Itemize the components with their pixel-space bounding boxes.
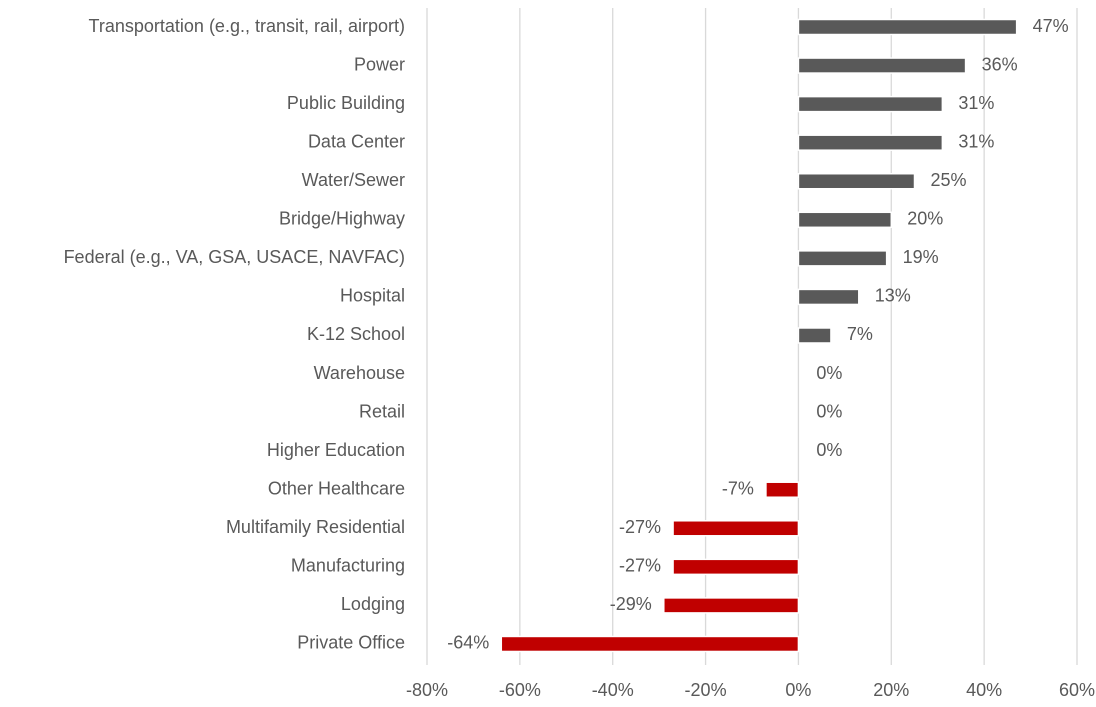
data-label: 13% [875, 286, 911, 306]
y-tick-label: Warehouse [314, 363, 405, 383]
x-tick-label: -80% [406, 680, 448, 700]
y-tick-label: Lodging [341, 594, 405, 614]
bar [797, 211, 893, 229]
bar [500, 635, 800, 653]
data-label: 20% [907, 209, 943, 229]
y-tick-label: Data Center [308, 131, 405, 151]
y-tick-label: Water/Sewer [302, 170, 405, 190]
data-label: 36% [982, 54, 1018, 74]
bar [797, 250, 888, 267]
data-label: 31% [958, 93, 994, 113]
y-tick-label: Higher Education [267, 440, 405, 460]
data-label: -7% [722, 478, 754, 498]
data-label: 25% [931, 170, 967, 190]
y-tick-label: Retail [359, 401, 405, 421]
y-tick-label: Other Healthcare [268, 478, 405, 498]
bar [797, 95, 944, 113]
bar [672, 520, 800, 537]
x-tick-label: -20% [685, 680, 727, 700]
y-tick-label: Hospital [340, 286, 405, 306]
x-tick-label: -40% [592, 680, 634, 700]
bar [797, 18, 1018, 36]
y-tick-label: K-12 School [307, 324, 405, 344]
bar [663, 597, 800, 614]
bar [797, 288, 860, 306]
y-tick-label: Public Building [287, 93, 405, 113]
y-tick-label: Manufacturing [291, 556, 405, 576]
y-tick-label: Multifamily Residential [226, 517, 405, 537]
data-label: -64% [447, 633, 489, 653]
bar [672, 558, 800, 576]
data-label: 31% [958, 131, 994, 151]
y-tick-label: Private Office [297, 633, 405, 653]
data-label: 47% [1033, 16, 1069, 36]
x-tick-label: -60% [499, 680, 541, 700]
data-label: 0% [816, 401, 842, 421]
x-tick-label: 60% [1059, 680, 1095, 700]
data-label: 0% [816, 363, 842, 383]
bar [797, 134, 944, 151]
data-label: 19% [903, 247, 939, 267]
y-tick-label: Power [354, 54, 405, 74]
x-tick-label: 40% [966, 680, 1002, 700]
bar [797, 172, 916, 190]
bar [797, 327, 832, 344]
bar [797, 57, 967, 74]
data-label: 0% [816, 440, 842, 460]
data-label: -27% [619, 517, 661, 537]
bar [765, 481, 800, 498]
x-tick-label: 20% [873, 680, 909, 700]
data-label: -29% [610, 594, 652, 614]
y-tick-label: Federal (e.g., VA, GSA, USACE, NAVFAC) [64, 247, 405, 267]
y-tick-label: Transportation (e.g., transit, rail, air… [89, 16, 405, 36]
data-label: 7% [847, 324, 873, 344]
y-tick-label: Bridge/Highway [279, 209, 405, 229]
x-tick-label: 0% [785, 680, 811, 700]
data-label: -27% [619, 556, 661, 576]
